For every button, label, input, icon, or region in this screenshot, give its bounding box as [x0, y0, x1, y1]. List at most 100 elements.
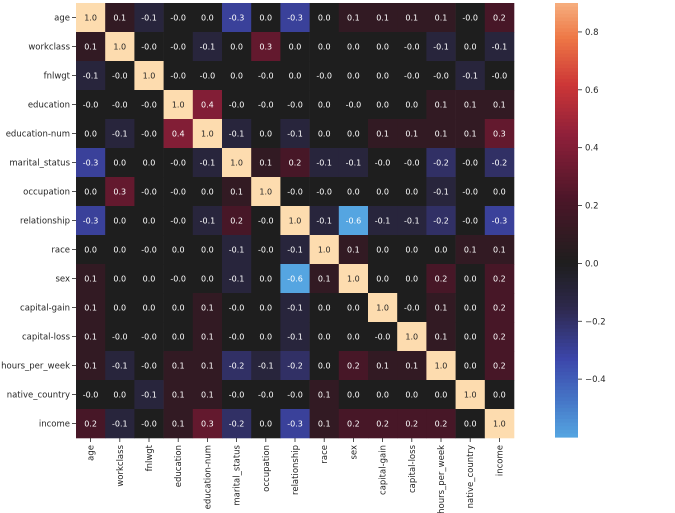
colorbar-segment [555, 223, 578, 228]
heatmap-cell [280, 409, 310, 439]
heatmap-cell [76, 293, 106, 323]
heatmap-cell [222, 235, 252, 265]
heatmap-cell [338, 235, 369, 265]
colorbar-segment [555, 28, 578, 33]
cell-value: 0.1 [376, 362, 389, 371]
column-label: education [174, 445, 184, 487]
cell-value: 0.0 [493, 391, 506, 400]
cell-value: -0.0 [141, 101, 157, 110]
cell-value: -0.2 [229, 420, 245, 429]
heatmap-cell [251, 293, 281, 323]
cell-value: -0.0 [258, 72, 274, 81]
heatmap-cell [280, 61, 310, 91]
heatmap-cell [134, 90, 164, 120]
heatmap-cell [397, 61, 427, 91]
colorbar-segment [555, 165, 578, 170]
heatmap-cell [251, 380, 281, 410]
colorbar-segment [555, 342, 578, 348]
colorbar-segment [555, 295, 578, 301]
heatmap-cell [309, 90, 340, 120]
cell-value: 0.1 [172, 362, 185, 371]
heatmap-cell [426, 119, 456, 149]
colorbar-segment [555, 335, 578, 340]
heatmap-cell [251, 409, 281, 439]
cell-value: -0.1 [316, 159, 332, 168]
heatmap-cell [76, 90, 106, 120]
heatmap-cell [426, 61, 456, 91]
cell-value: 0.0 [464, 333, 477, 342]
heatmap-cell [338, 90, 369, 120]
heatmap-cell [338, 3, 369, 33]
colorbar-segment [555, 379, 578, 384]
cell-value: 0.0 [318, 333, 331, 342]
cell-value: -0.3 [492, 217, 508, 226]
colorbar-segment [555, 35, 578, 40]
cell-value: -0.0 [346, 101, 362, 110]
colorbar-segment [555, 245, 578, 250]
colorbar-segment [555, 172, 578, 178]
colorbar-segment [555, 122, 578, 127]
heatmap-cell [426, 148, 456, 178]
heatmap-cell [192, 32, 223, 62]
cell-value: 0.3 [201, 420, 214, 429]
heatmap-cell [105, 3, 135, 33]
colorbar-segment [555, 241, 578, 246]
heatmap-cell [484, 380, 515, 410]
cell-value: -0.0 [404, 304, 420, 313]
heatmap-cell [309, 235, 340, 265]
cell-value: 0.2 [289, 159, 302, 168]
cell-value: 0.0 [347, 304, 360, 313]
cell-value: -0.3 [229, 14, 245, 23]
colorbar-segment [555, 125, 578, 131]
colorbar-segment [555, 332, 578, 337]
heatmap-cell [134, 293, 164, 323]
cell-value: -0.0 [170, 217, 186, 226]
cell-value: 0.1 [84, 304, 97, 313]
heatmap-cell [426, 32, 456, 62]
heatmap-cell [455, 90, 486, 120]
cell-value: -0.0 [112, 333, 128, 342]
cell-value: -0.0 [112, 72, 128, 81]
heatmap-cell [397, 32, 427, 62]
cell-value: -0.0 [141, 333, 157, 342]
cell-value: 1.0 [376, 304, 389, 313]
heatmap-cell [426, 380, 456, 410]
heatmap-cell [134, 380, 164, 410]
colorbar-segment [555, 129, 578, 134]
row-label: hours_per_week [1, 362, 70, 372]
cell-value: 0.0 [464, 362, 477, 371]
heatmap-cell [163, 235, 194, 265]
cell-value: 0.1 [230, 188, 243, 197]
heatmap-cell [397, 177, 427, 207]
heatmap-cell [455, 264, 486, 294]
cell-value: -0.1 [287, 246, 303, 255]
cell-value: -0.0 [433, 72, 449, 81]
colorbar-segment [555, 429, 578, 434]
cell-value: 0.2 [405, 420, 418, 429]
colorbar-tick-label: 0.4 [585, 144, 599, 154]
heatmap-cell [368, 3, 398, 33]
colorbar-segment [555, 50, 578, 55]
heatmap-cell [484, 32, 515, 62]
heatmap-cell [163, 409, 194, 439]
cell-value: -0.3 [83, 159, 99, 168]
cell-value: 1.0 [405, 333, 418, 342]
cell-value: 0.0 [113, 275, 126, 284]
cell-value: 0.1 [435, 333, 448, 342]
heatmap-cell [368, 206, 398, 236]
heatmap-cell [280, 119, 310, 149]
colorbar-segment [555, 368, 578, 373]
cell-value: -0.0 [170, 188, 186, 197]
heatmap-cell [105, 380, 135, 410]
heatmap-cell [338, 380, 369, 410]
heatmap-cell [251, 206, 281, 236]
heatmap-cell [251, 119, 281, 149]
heatmap-cell [192, 148, 223, 178]
heatmap-cell [251, 148, 281, 178]
cell-value: 0.0 [347, 72, 360, 81]
heatmap-cell [76, 235, 106, 265]
cell-value: 0.2 [376, 420, 389, 429]
colorbar-segment [555, 21, 578, 26]
cell-value: 0.2 [493, 275, 506, 284]
heatmap-cell [280, 177, 310, 207]
